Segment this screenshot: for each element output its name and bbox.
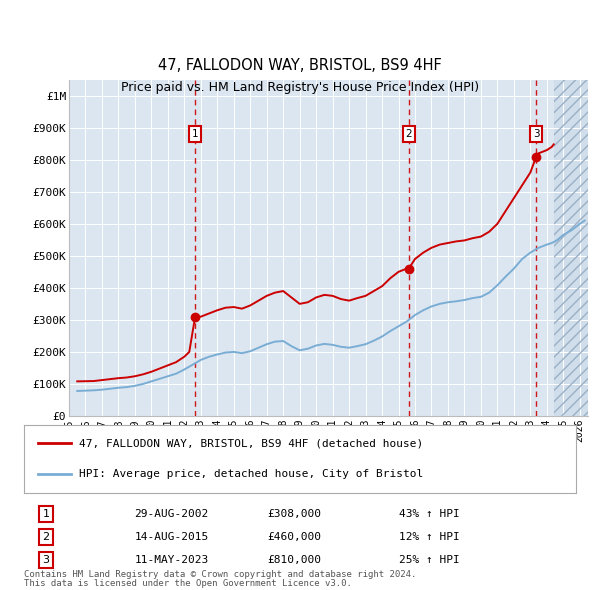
- Text: 14-AUG-2015: 14-AUG-2015: [134, 532, 209, 542]
- Text: 25% ↑ HPI: 25% ↑ HPI: [400, 555, 460, 565]
- Text: Price paid vs. HM Land Registry's House Price Index (HPI): Price paid vs. HM Land Registry's House …: [121, 81, 479, 94]
- Text: HPI: Average price, detached house, City of Bristol: HPI: Average price, detached house, City…: [79, 469, 424, 479]
- Text: This data is licensed under the Open Government Licence v3.0.: This data is licensed under the Open Gov…: [24, 579, 352, 588]
- Text: 12% ↑ HPI: 12% ↑ HPI: [400, 532, 460, 542]
- Bar: [554, 80, 588, 416]
- Text: £810,000: £810,000: [267, 555, 321, 565]
- Bar: [554, 80, 588, 416]
- Text: 11-MAY-2023: 11-MAY-2023: [134, 555, 209, 565]
- Text: 47, FALLODON WAY, BRISTOL, BS9 4HF (detached house): 47, FALLODON WAY, BRISTOL, BS9 4HF (deta…: [79, 438, 424, 448]
- Text: £308,000: £308,000: [267, 509, 321, 519]
- Text: £460,000: £460,000: [267, 532, 321, 542]
- Text: 47, FALLODON WAY, BRISTOL, BS9 4HF: 47, FALLODON WAY, BRISTOL, BS9 4HF: [158, 58, 442, 73]
- Text: Contains HM Land Registry data © Crown copyright and database right 2024.: Contains HM Land Registry data © Crown c…: [24, 571, 416, 579]
- Text: 1: 1: [192, 129, 199, 139]
- Text: 43% ↑ HPI: 43% ↑ HPI: [400, 509, 460, 519]
- Text: 1: 1: [43, 509, 50, 519]
- Text: 2: 2: [406, 129, 412, 139]
- Text: 3: 3: [533, 129, 539, 139]
- Text: 29-AUG-2002: 29-AUG-2002: [134, 509, 209, 519]
- Text: 2: 2: [43, 532, 50, 542]
- Text: 3: 3: [43, 555, 50, 565]
